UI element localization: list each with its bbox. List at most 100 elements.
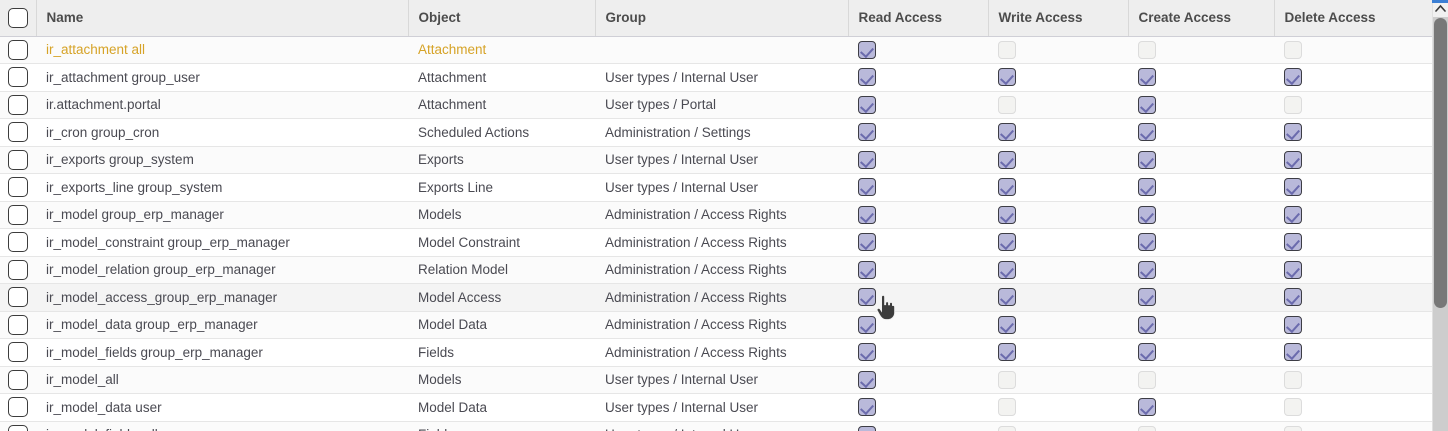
column-header-object[interactable]: Object bbox=[408, 0, 596, 37]
cell-write-access[interactable] bbox=[988, 283, 1128, 312]
cell-delete-access[interactable] bbox=[1274, 311, 1432, 339]
table-row[interactable]: ir_cron group_cron Scheduled Actions Admin… bbox=[0, 118, 1432, 147]
read-access-checkbox[interactable] bbox=[858, 288, 876, 307]
row-select-checkbox[interactable] bbox=[8, 397, 28, 418]
cell-create-access[interactable] bbox=[1128, 256, 1274, 284]
delete-access-checkbox[interactable] bbox=[1284, 123, 1302, 142]
create-access-checkbox[interactable] bbox=[1138, 95, 1156, 114]
row-select-cell[interactable] bbox=[0, 36, 36, 64]
cell-write-access[interactable] bbox=[988, 393, 1128, 422]
write-access-checkbox[interactable] bbox=[998, 370, 1016, 389]
cell-delete-access[interactable] bbox=[1274, 201, 1432, 229]
cell-create-access[interactable] bbox=[1128, 63, 1274, 92]
read-access-checkbox[interactable] bbox=[858, 178, 876, 197]
table-row[interactable]: ir_model_access_group_erp_manager Model A… bbox=[0, 283, 1432, 312]
row-select-cell[interactable] bbox=[0, 173, 36, 202]
delete-access-checkbox[interactable] bbox=[1284, 205, 1302, 224]
read-access-checkbox[interactable] bbox=[858, 260, 876, 279]
cell-read-access[interactable] bbox=[848, 311, 988, 339]
cell-create-access[interactable] bbox=[1128, 201, 1274, 229]
cell-create-access[interactable] bbox=[1128, 91, 1274, 119]
table-row[interactable]: ir_exports_line group_system Exports Line… bbox=[0, 173, 1432, 202]
cell-write-access[interactable] bbox=[988, 256, 1128, 284]
row-select-cell[interactable] bbox=[0, 256, 36, 284]
row-select-cell[interactable] bbox=[0, 393, 36, 422]
read-access-checkbox[interactable] bbox=[858, 233, 876, 252]
row-select-checkbox[interactable] bbox=[8, 122, 28, 143]
cell-create-access[interactable] bbox=[1128, 338, 1274, 367]
write-access-checkbox[interactable] bbox=[998, 40, 1016, 59]
read-access-checkbox[interactable] bbox=[858, 425, 876, 431]
select-all-checkbox[interactable] bbox=[7, 7, 28, 28]
write-access-checkbox[interactable] bbox=[998, 260, 1016, 279]
row-select-cell[interactable] bbox=[0, 118, 36, 147]
cell-read-access[interactable] bbox=[848, 283, 988, 312]
column-header-group[interactable]: Group bbox=[595, 0, 849, 37]
write-access-checkbox[interactable] bbox=[998, 315, 1016, 334]
write-access-checkbox[interactable] bbox=[998, 398, 1016, 417]
delete-access-checkbox[interactable] bbox=[1284, 288, 1302, 307]
create-access-checkbox[interactable] bbox=[1138, 123, 1156, 142]
table-row[interactable]: ir_model_fields_allFieldsUser types / In… bbox=[0, 421, 1432, 431]
delete-access-checkbox[interactable] bbox=[1284, 95, 1302, 114]
read-access-checkbox[interactable] bbox=[858, 95, 876, 114]
row-select-checkbox[interactable] bbox=[8, 424, 28, 431]
row-select-cell[interactable] bbox=[0, 228, 36, 257]
cell-write-access[interactable] bbox=[988, 146, 1128, 174]
create-access-checkbox[interactable] bbox=[1138, 260, 1156, 279]
column-header-create-access[interactable]: Create Access bbox=[1128, 0, 1275, 37]
write-access-checkbox[interactable] bbox=[998, 425, 1016, 431]
delete-access-checkbox[interactable] bbox=[1284, 425, 1302, 431]
delete-access-checkbox[interactable] bbox=[1284, 343, 1302, 362]
cell-read-access[interactable] bbox=[848, 36, 988, 64]
write-access-checkbox[interactable] bbox=[998, 288, 1016, 307]
read-access-checkbox[interactable] bbox=[858, 40, 876, 59]
row-select-checkbox[interactable] bbox=[8, 259, 28, 280]
read-access-checkbox[interactable] bbox=[858, 205, 876, 224]
delete-access-checkbox[interactable] bbox=[1284, 398, 1302, 417]
write-access-checkbox[interactable] bbox=[998, 343, 1016, 362]
read-access-checkbox[interactable] bbox=[858, 398, 876, 417]
read-access-checkbox[interactable] bbox=[858, 68, 876, 87]
column-header-write-access[interactable]: Write Access bbox=[988, 0, 1129, 37]
cell-delete-access[interactable] bbox=[1274, 366, 1432, 394]
table-row[interactable]: ir_model group_erp_manager Models Administ… bbox=[0, 201, 1432, 229]
create-access-checkbox[interactable] bbox=[1138, 40, 1156, 59]
row-select-cell[interactable] bbox=[0, 338, 36, 367]
cell-read-access[interactable] bbox=[848, 173, 988, 202]
cell-read-access[interactable] bbox=[848, 63, 988, 92]
cell-read-access[interactable] bbox=[848, 91, 988, 119]
cell-create-access[interactable] bbox=[1128, 421, 1274, 431]
row-select-checkbox[interactable] bbox=[8, 314, 28, 335]
delete-access-checkbox[interactable] bbox=[1284, 68, 1302, 87]
cell-write-access[interactable] bbox=[988, 91, 1128, 119]
cell-read-access[interactable] bbox=[848, 146, 988, 174]
delete-access-checkbox[interactable] bbox=[1284, 370, 1302, 389]
table-row[interactable]: ir_attachment group_user Attachment User t… bbox=[0, 63, 1432, 92]
write-access-checkbox[interactable] bbox=[998, 150, 1016, 169]
write-access-checkbox[interactable] bbox=[998, 233, 1016, 252]
cell-read-access[interactable] bbox=[848, 118, 988, 147]
create-access-checkbox[interactable] bbox=[1138, 68, 1156, 87]
scroll-up-arrow-icon[interactable] bbox=[1433, 0, 1448, 17]
cell-write-access[interactable] bbox=[988, 63, 1128, 92]
row-select-checkbox[interactable] bbox=[8, 287, 28, 308]
row-select-cell[interactable] bbox=[0, 201, 36, 229]
scrollbar-track[interactable] bbox=[1433, 17, 1448, 431]
cell-delete-access[interactable] bbox=[1274, 173, 1432, 202]
cell-create-access[interactable] bbox=[1128, 36, 1274, 64]
cell-delete-access[interactable] bbox=[1274, 393, 1432, 422]
cell-delete-access[interactable] bbox=[1274, 118, 1432, 147]
table-row[interactable]: ir_model_fields group_erp_manager Fields A… bbox=[0, 338, 1432, 367]
delete-access-checkbox[interactable] bbox=[1284, 315, 1302, 334]
create-access-checkbox[interactable] bbox=[1138, 205, 1156, 224]
table-row[interactable]: ir_exports group_system Exports User types… bbox=[0, 146, 1432, 174]
cell-delete-access[interactable] bbox=[1274, 338, 1432, 367]
cell-write-access[interactable] bbox=[988, 228, 1128, 257]
row-select-checkbox[interactable] bbox=[8, 39, 28, 60]
cell-create-access[interactable] bbox=[1128, 228, 1274, 257]
cell-write-access[interactable] bbox=[988, 366, 1128, 394]
delete-access-checkbox[interactable] bbox=[1284, 178, 1302, 197]
cell-create-access[interactable] bbox=[1128, 311, 1274, 339]
write-access-checkbox[interactable] bbox=[998, 68, 1016, 87]
